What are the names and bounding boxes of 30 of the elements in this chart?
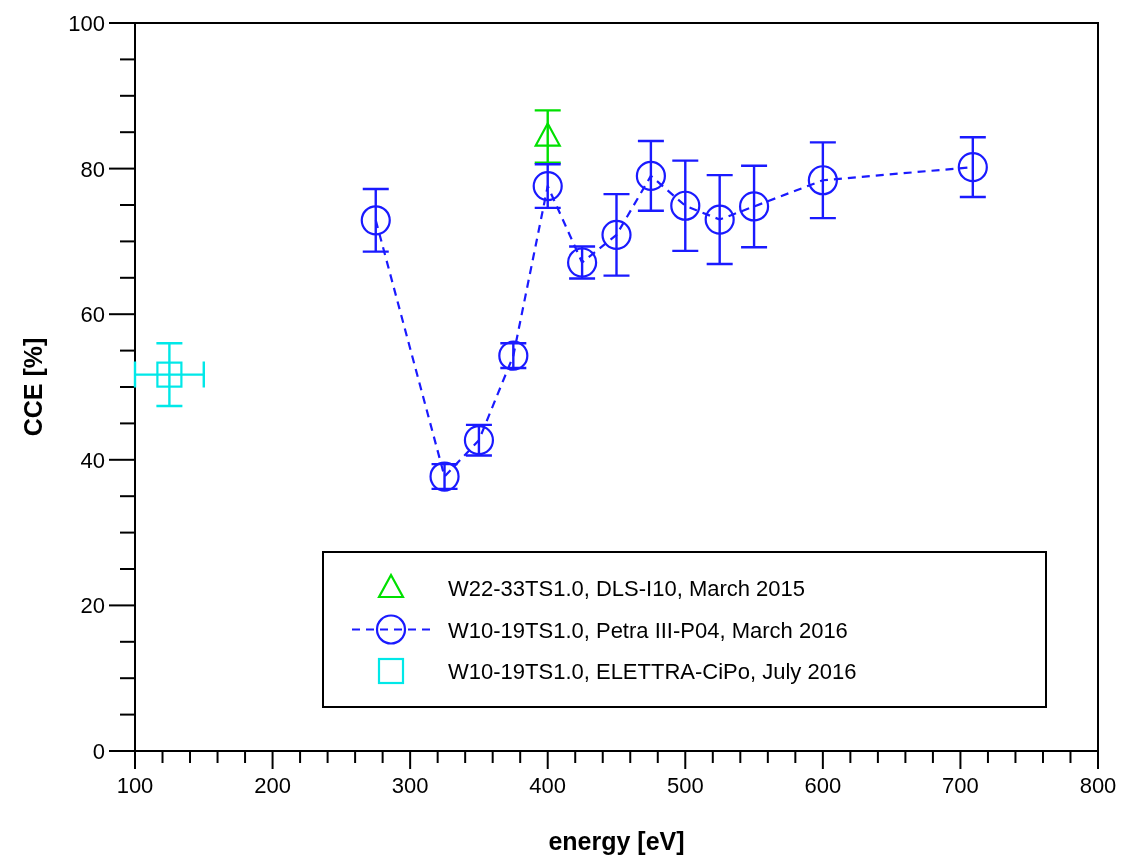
point xyxy=(534,122,561,147)
point xyxy=(601,219,632,250)
y-tick-label: 20 xyxy=(80,593,105,619)
point xyxy=(360,205,391,236)
y-axis-title: CCE [%] xyxy=(19,337,47,437)
point xyxy=(532,170,563,202)
x-tick-label: 600 xyxy=(804,773,842,798)
x-axis-title: energy [eV] xyxy=(548,827,685,855)
point xyxy=(670,190,701,221)
point xyxy=(807,165,838,196)
legend-label: W10-19TS1.0, ELETTRA-CiPo, July 2016 xyxy=(448,659,857,684)
x-tick-label: 500 xyxy=(666,773,704,798)
x-tick-label: 200 xyxy=(254,773,291,798)
y-tick-label: 60 xyxy=(80,302,105,328)
x-tick-label: 100 xyxy=(116,773,154,798)
x-tick-label: 400 xyxy=(529,773,567,798)
point xyxy=(635,160,666,191)
x-tick-label: 800 xyxy=(1079,773,1117,798)
y-tick-label: 100 xyxy=(68,11,105,36)
point xyxy=(738,191,770,222)
y-tick-label: 0 xyxy=(92,739,105,764)
legend-label: W10-19TS1.0, Petra III-P04, March 2016 xyxy=(448,617,848,643)
x-tick-label: 300 xyxy=(391,773,429,798)
y-tick-label: 80 xyxy=(80,156,105,182)
legend-label: W22-33TS1.0, DLS-I10, March 2015 xyxy=(448,576,806,601)
point xyxy=(704,204,735,235)
y-tick-label: 40 xyxy=(80,447,105,473)
x-tick-label: 700 xyxy=(942,773,979,798)
point xyxy=(156,361,183,388)
point xyxy=(957,152,988,183)
